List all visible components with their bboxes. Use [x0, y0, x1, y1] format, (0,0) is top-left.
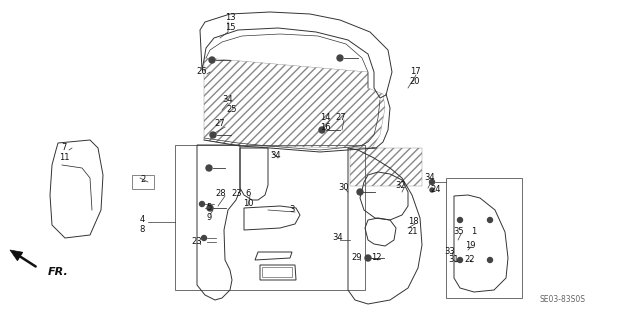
Text: 19: 19 — [465, 241, 476, 249]
Circle shape — [210, 132, 216, 138]
Text: 31: 31 — [449, 256, 460, 264]
Circle shape — [319, 127, 325, 133]
Text: 14: 14 — [320, 114, 330, 122]
Circle shape — [458, 218, 463, 222]
Circle shape — [357, 189, 363, 195]
Text: 12: 12 — [371, 254, 381, 263]
Text: 23: 23 — [192, 238, 202, 247]
Text: 1: 1 — [472, 227, 477, 236]
Circle shape — [337, 55, 343, 61]
Bar — [132, 175, 154, 189]
Circle shape — [365, 255, 371, 261]
Bar — [262, 267, 292, 277]
Text: 18: 18 — [408, 218, 419, 226]
Text: 34: 34 — [223, 95, 234, 105]
Text: 2: 2 — [140, 175, 146, 184]
Text: 27: 27 — [214, 120, 225, 129]
Text: 25: 25 — [227, 106, 237, 115]
Text: 10: 10 — [243, 198, 253, 207]
Text: 26: 26 — [196, 68, 207, 77]
Text: 27: 27 — [336, 114, 346, 122]
Circle shape — [209, 57, 215, 63]
Text: 33: 33 — [445, 248, 456, 256]
Text: 16: 16 — [320, 123, 330, 132]
Text: 34: 34 — [425, 174, 435, 182]
Circle shape — [200, 202, 205, 206]
Text: 6: 6 — [245, 189, 251, 197]
Text: 30: 30 — [339, 183, 349, 192]
Text: 24: 24 — [431, 186, 441, 195]
Text: 29: 29 — [352, 254, 362, 263]
Bar — [175, 145, 365, 290]
Text: 3: 3 — [289, 205, 294, 214]
Text: 15: 15 — [225, 24, 236, 33]
Circle shape — [488, 257, 493, 263]
Text: 22: 22 — [465, 256, 476, 264]
Text: 35: 35 — [454, 227, 464, 236]
Circle shape — [206, 165, 212, 171]
Text: 13: 13 — [225, 13, 236, 23]
Text: 11: 11 — [59, 153, 69, 162]
Text: 7: 7 — [61, 144, 67, 152]
Text: 20: 20 — [410, 78, 420, 86]
Text: 4: 4 — [140, 216, 145, 225]
Bar — [446, 178, 522, 298]
Text: 8: 8 — [140, 226, 145, 234]
Circle shape — [202, 235, 207, 241]
Text: FR.: FR. — [48, 267, 68, 277]
Circle shape — [429, 180, 435, 184]
Text: SE03-83S0S: SE03-83S0S — [539, 295, 585, 305]
Circle shape — [488, 218, 493, 222]
Text: 17: 17 — [410, 68, 420, 77]
Circle shape — [207, 205, 213, 211]
Text: 21: 21 — [408, 227, 419, 236]
Text: 28: 28 — [216, 189, 227, 197]
Text: 34: 34 — [333, 234, 343, 242]
Text: 5: 5 — [206, 204, 212, 212]
Polygon shape — [10, 250, 23, 261]
Text: 34: 34 — [271, 151, 282, 160]
Text: 23: 23 — [232, 189, 243, 197]
Bar — [350, 148, 422, 186]
Circle shape — [458, 257, 463, 263]
Circle shape — [430, 188, 434, 192]
Text: 9: 9 — [206, 213, 212, 222]
Text: 32: 32 — [396, 182, 406, 190]
